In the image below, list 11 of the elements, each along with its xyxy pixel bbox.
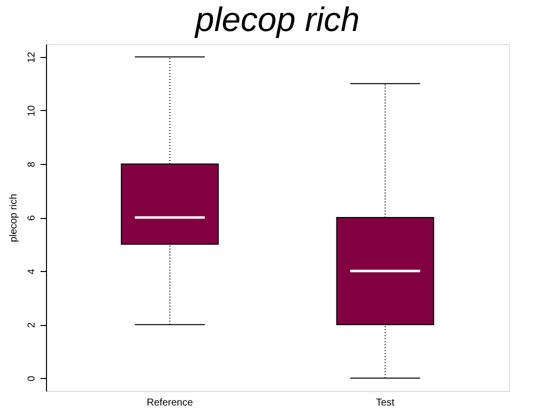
y-axis-title: plecop rich [8,194,20,242]
chart-title: plecop rich [194,1,360,39]
y-tick-label: 10 [26,104,38,116]
y-tick-label: 0 [26,375,38,382]
x-tick-label: Reference [146,398,194,408]
x-tick-label: Test [376,398,395,408]
y-tick-label: 2 [26,322,38,328]
y-tick-label: 4 [26,268,38,274]
y-tick-label: 6 [26,214,38,221]
y-tick-label: 12 [26,51,38,63]
y-tick-label: 8 [26,161,38,168]
